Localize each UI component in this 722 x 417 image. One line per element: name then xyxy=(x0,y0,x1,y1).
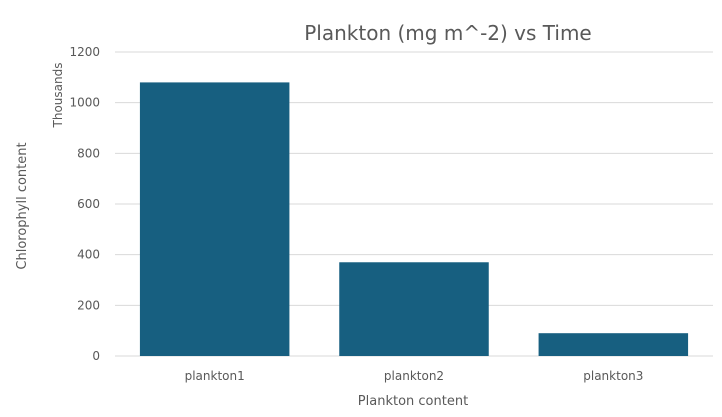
bars xyxy=(139,82,689,357)
y-axis-unit-label: Thousands xyxy=(51,63,65,129)
chart-title: Plankton (mg m^-2) vs Time xyxy=(304,21,591,45)
x-tick-labels: plankton1 plankton2 plankton3 xyxy=(185,369,644,383)
y-tick-label: 0 xyxy=(92,349,100,363)
y-tick-label: 800 xyxy=(77,146,100,160)
x-tick-label: plankton3 xyxy=(583,369,643,383)
x-axis-title: Plankton content xyxy=(358,394,468,409)
bar-plankton3 xyxy=(538,333,689,356)
bar-plankton2 xyxy=(339,262,489,356)
x-tick-label: plankton1 xyxy=(185,369,245,383)
y-tick-label: 1000 xyxy=(69,96,100,110)
bar-plankton1 xyxy=(139,82,290,357)
y-tick-labels: 0 200 400 600 800 1000 1200 xyxy=(69,45,100,363)
y-tick-label: 600 xyxy=(77,197,100,211)
y-axis-title: Chlorophyll content xyxy=(15,142,30,269)
y-tick-label: 400 xyxy=(77,248,100,262)
x-tick-label: plankton2 xyxy=(384,369,444,383)
y-tick-label: 200 xyxy=(77,298,100,312)
y-tick-label: 1200 xyxy=(69,45,100,59)
